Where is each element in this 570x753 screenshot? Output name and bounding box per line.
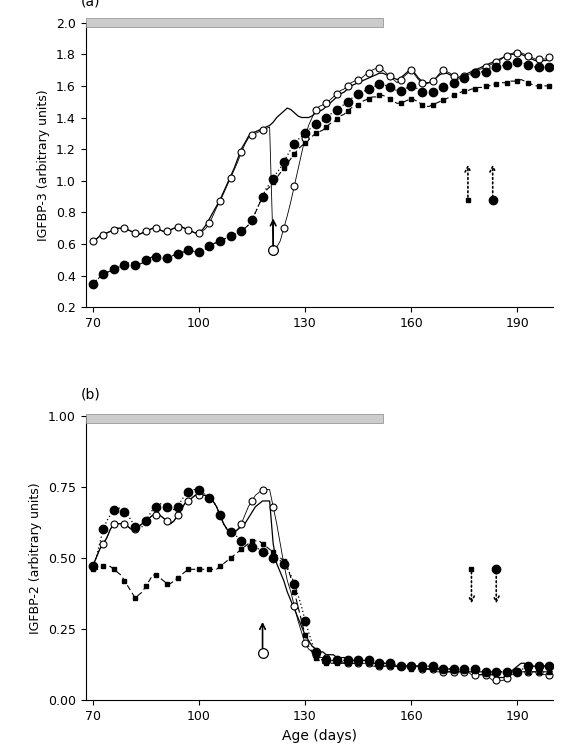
- Y-axis label: IGFBP-2 (arbitrary units): IGFBP-2 (arbitrary units): [29, 482, 42, 634]
- Bar: [86, 18, 383, 27]
- Text: (a): (a): [81, 0, 100, 8]
- Bar: [86, 414, 383, 422]
- X-axis label: Age (days): Age (days): [282, 729, 357, 742]
- Text: (b): (b): [81, 387, 100, 401]
- Y-axis label: IGFBP-3 (arbitrary units): IGFBP-3 (arbitrary units): [37, 89, 50, 241]
